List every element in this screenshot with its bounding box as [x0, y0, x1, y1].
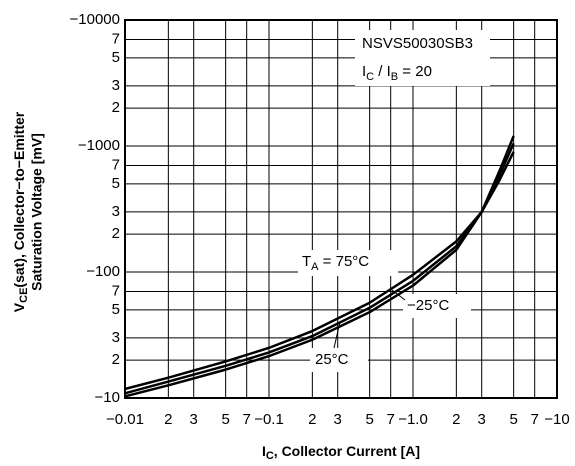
series-label: −25°C	[407, 297, 449, 314]
label-sub: A	[311, 261, 319, 273]
y-axis-label: Saturation Voltage [mV]	[29, 133, 45, 291]
x-tick-label: 2	[164, 411, 172, 428]
x-tick-label: 5	[221, 411, 229, 428]
label-part: (sat), Collector−to−Emitter	[11, 111, 27, 287]
ratio-part: = 20	[398, 63, 432, 80]
y-tick-label: 2	[112, 225, 120, 242]
x-tick-label: 7	[387, 411, 395, 428]
model-label: NSVS50030SB3	[362, 35, 473, 52]
y-tick-label: 7	[112, 282, 120, 299]
y-axis-label: VCE(sat), Collector−to−Emitter	[11, 111, 30, 312]
label-sub: CE	[18, 288, 30, 303]
y-tick-label: 7	[112, 156, 120, 173]
x-tick-label: 2	[308, 411, 316, 428]
x-tick-label: −0.1	[254, 411, 284, 428]
y-tick-label: −10000	[70, 11, 120, 28]
x-tick-label: 7	[243, 411, 251, 428]
ratio-sub: B	[391, 71, 398, 83]
x-tick-label: 7	[531, 411, 539, 428]
label-sub: C	[266, 450, 274, 462]
x-tick-label: 5	[365, 411, 373, 428]
y-tick-label: 5	[112, 175, 120, 192]
y-tick-label: 3	[112, 329, 120, 346]
label-part: I	[262, 443, 266, 459]
x-tick-label: 3	[478, 411, 486, 428]
ratio-sub: C	[366, 71, 374, 83]
leader-line	[391, 289, 406, 301]
y-tick-label: −10	[95, 389, 120, 406]
y-tick-label: 2	[112, 99, 120, 116]
y-tick-label: −100	[86, 263, 120, 280]
curves	[124, 135, 515, 398]
y-tick-label: 7	[112, 30, 120, 47]
label-bg	[403, 294, 471, 318]
series-label: 25°C	[315, 351, 349, 368]
ratio-part: I	[362, 63, 366, 80]
label-part: , Collector Current [A]	[274, 443, 420, 459]
y-tick-label: 3	[112, 77, 120, 94]
plot-frame	[124, 19, 558, 399]
y-tick-label: 5	[112, 49, 120, 66]
x-tick-label: −10	[544, 411, 569, 428]
label-part: T	[302, 253, 311, 270]
label-bg	[310, 348, 368, 372]
x-tick-label: 5	[509, 411, 517, 428]
label-bg	[298, 250, 398, 276]
y-tick-label: 5	[112, 301, 120, 318]
annotation-bg	[355, 30, 490, 86]
ratio-part: / I	[374, 63, 391, 80]
x-axis-label: IC, Collector Current [A]	[262, 443, 420, 462]
label-part: =	[319, 253, 336, 270]
y-tick-label: 3	[112, 203, 120, 220]
x-tick-label: −0.01	[106, 411, 144, 428]
ratio-label: IC / IB = 20	[362, 63, 432, 83]
series-line	[124, 142, 515, 395]
leader-line	[333, 321, 341, 349]
grid	[124, 19, 558, 399]
series-label: TA = 75°C	[302, 253, 369, 273]
x-tick-label: −1.0	[398, 411, 428, 428]
label-part: 75°C	[336, 253, 370, 270]
x-tick-label: 3	[190, 411, 198, 428]
label-part: V	[11, 302, 27, 312]
y-tick-label: 2	[112, 351, 120, 368]
y-tick-label: −1000	[78, 137, 120, 154]
x-tick-label: 2	[452, 411, 460, 428]
x-tick-label: 3	[334, 411, 342, 428]
